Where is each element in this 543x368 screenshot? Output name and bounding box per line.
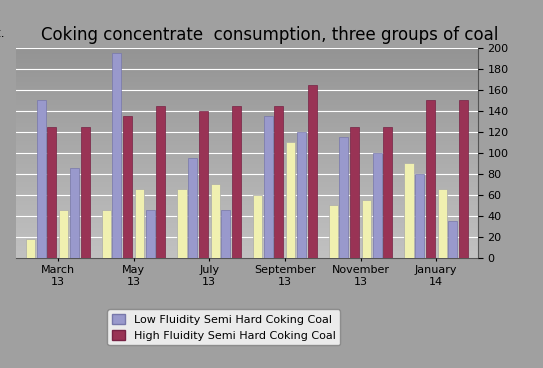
Bar: [459, 100, 468, 258]
Bar: [350, 127, 359, 258]
Bar: [47, 127, 56, 258]
Bar: [438, 190, 447, 258]
Bar: [362, 200, 371, 258]
Bar: [59, 210, 68, 258]
Bar: [102, 210, 111, 258]
Bar: [112, 53, 122, 258]
Bar: [178, 190, 187, 258]
Bar: [199, 111, 208, 258]
Legend: Low Fluidity Semi Hard Coking Coal, High Fluidity Semi Hard Coking Coal: Low Fluidity Semi Hard Coking Coal, High…: [108, 309, 340, 345]
Bar: [80, 127, 90, 258]
Bar: [156, 106, 166, 258]
Title: Coking concentrate  consumption, three groups of coal: Coking concentrate consumption, three gr…: [41, 25, 499, 43]
Bar: [211, 184, 220, 258]
Bar: [329, 205, 338, 258]
Bar: [383, 127, 393, 258]
Bar: [135, 190, 144, 258]
Bar: [264, 116, 273, 258]
Bar: [37, 100, 46, 258]
Bar: [286, 142, 295, 258]
Bar: [426, 100, 435, 258]
Text: th.t.: th.t.: [0, 27, 5, 40]
Bar: [297, 132, 306, 258]
Bar: [274, 106, 283, 258]
Bar: [123, 116, 132, 258]
Bar: [146, 210, 155, 258]
Bar: [222, 210, 230, 258]
Bar: [307, 85, 317, 258]
Bar: [26, 239, 35, 258]
Bar: [232, 106, 241, 258]
Bar: [405, 163, 414, 258]
Bar: [70, 169, 79, 258]
Bar: [188, 158, 197, 258]
Bar: [449, 221, 457, 258]
Bar: [372, 153, 382, 258]
Bar: [415, 174, 424, 258]
Bar: [339, 137, 349, 258]
Bar: [253, 195, 262, 258]
